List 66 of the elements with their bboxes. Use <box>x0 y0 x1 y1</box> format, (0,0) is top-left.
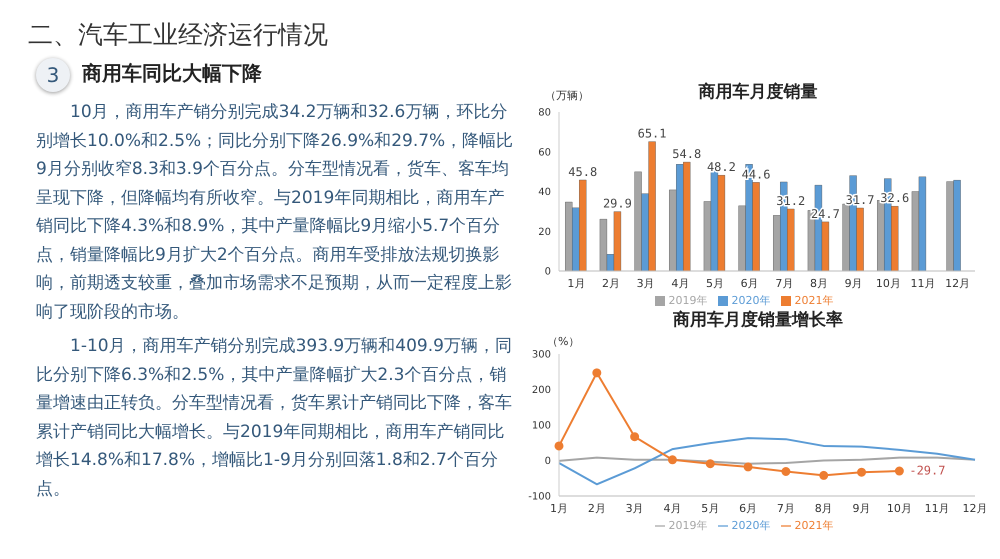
x-tick-label: 6月 <box>740 276 759 290</box>
x-tick-label: 3月 <box>636 276 655 290</box>
x-tick-label: 10月 <box>876 276 901 290</box>
x-tick-label: 2月 <box>588 502 606 515</box>
x-tick-label: 3月 <box>626 502 644 515</box>
point <box>819 470 828 480</box>
legend-label: 2020年 <box>732 519 770 532</box>
x-tick-label: 9月 <box>844 276 863 290</box>
point <box>592 368 602 378</box>
point <box>668 455 677 464</box>
point <box>857 468 866 477</box>
text: 10月，商用车产销分别完成34.2万辆和32.6万辆，环比分别增长10.0%和2.5%；同比分别下降26.9%和29.7%，降幅比9月分别收窄8.3和3.9个百分点。分车型情况看，货车、客车均呈现下降，但降幅均有所收窄。与2019年同期相比，商用车产销同比下降4.3%和8.9%，其中产量降幅比9月缩小5.7个百分点，销量降幅比9月扩大2个百分点。商用车受排放法规切换影响，前期透支较重，叠加市场需求不足预期，从而一定程度上影响了现阶段的市场。 <box>36 101 514 324</box>
x-tick-label: 2月 <box>602 276 620 290</box>
x-tick-label: 8月 <box>814 502 833 515</box>
data-label: -29.7 <box>909 463 946 478</box>
y-tick-label: 200 <box>532 385 551 396</box>
x-tick-label: 1月 <box>567 276 586 290</box>
y-tick-label: 100 <box>532 420 551 432</box>
data-label: 54.8 <box>672 147 702 162</box>
x-tick-label: 7月 <box>775 276 794 290</box>
x-tick-label: 1月 <box>550 502 568 515</box>
x-tick-label: 7月 <box>776 502 795 515</box>
legend-label: 2021年 <box>794 294 834 307</box>
text: 商用车同比大幅下降 <box>82 60 262 87</box>
y-tick-label: 80 <box>538 108 551 119</box>
text: 二、汽车工业经济运行情况 <box>28 19 328 51</box>
y-tick-label: 0 <box>544 266 551 278</box>
point <box>744 462 753 472</box>
y-tick-label: 60 <box>538 147 551 158</box>
x-tick-label: 4月 <box>663 502 682 515</box>
chart-title: 商用车月度销量 <box>698 82 818 102</box>
x-tick-label: 11月 <box>910 276 936 290</box>
legend-label: 2020年 <box>732 294 770 307</box>
point <box>781 467 790 476</box>
y-axis-title: （万辆） <box>545 88 589 103</box>
y-axis-title: （%） <box>547 334 580 349</box>
chart-title: 商用车月度销量增长率 <box>672 309 844 331</box>
y-tick-label: 0 <box>544 456 551 468</box>
y-tick-label: -100 <box>528 492 551 503</box>
legend-label: 2019年 <box>668 294 708 307</box>
point <box>554 441 564 450</box>
y-tick-label: 40 <box>538 187 551 198</box>
x-tick-label: 5月 <box>706 276 724 290</box>
text: 1-10月，商用车产销分别完成393.9万辆和409.9万辆，同比分别下降6.3%和2.5%，其中产量降幅扩大2.3个百分点，销量增速由正转负。分车型情况看，货车累计产销同比下降，客车累计产销同比大幅增长。与2019年同期相比，商用车产销同比增长14.8%和17.8%，增幅比1-9月分别回落1.8和2.7个百分点。 <box>36 335 513 500</box>
x-tick-label: 8月 <box>810 276 828 290</box>
point <box>894 466 904 476</box>
y-tick-label: 300 <box>532 350 551 361</box>
text: 3 <box>36 58 70 92</box>
data-label: 45.8 <box>568 164 598 179</box>
legend-label: 2021年 <box>794 519 834 532</box>
y-tick-label: 20 <box>538 226 551 238</box>
x-tick-label: 6月 <box>739 502 758 515</box>
data-label: 29.9 <box>602 196 632 211</box>
data-label: 65.1 <box>638 126 667 141</box>
x-tick-label: 4月 <box>671 276 690 290</box>
legend-label: 2019年 <box>668 519 708 532</box>
x-tick-label: 11月 <box>924 502 950 515</box>
x-tick-label: 9月 <box>852 502 871 515</box>
x-tick-label: 5月 <box>701 502 720 515</box>
line-series <box>558 437 976 486</box>
x-tick-label: 12月 <box>962 502 988 515</box>
point <box>706 459 715 468</box>
x-tick-label: 12月 <box>945 276 970 290</box>
x-tick-label: 10月 <box>886 502 912 515</box>
data-label: 48.2 <box>706 160 736 174</box>
point <box>630 432 640 442</box>
